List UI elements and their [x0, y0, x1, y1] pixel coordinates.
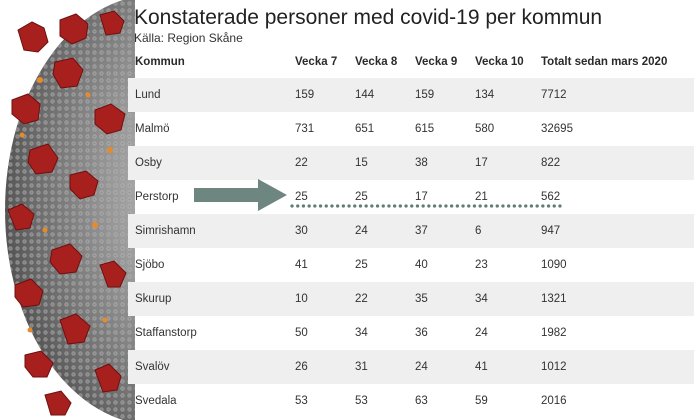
cell: 31 [355, 350, 415, 384]
cell: 35 [415, 282, 475, 316]
column-header: Totalt sedan mars 2020 [541, 56, 668, 68]
table-row: Osby 22 15 38 17 822 [128, 146, 694, 180]
column-header: Vecka 10 [475, 56, 524, 68]
cell-total: 1321 [541, 282, 694, 316]
cell-total: 947 [541, 214, 694, 248]
cell: 41 [295, 259, 308, 271]
cell-total: 822 [541, 146, 694, 180]
cell: 580 [475, 123, 495, 135]
cell: 53 [295, 395, 308, 407]
cell: 159 [295, 78, 355, 112]
cell: 38 [415, 146, 475, 180]
cell-kommun: Malmö [135, 123, 170, 135]
cell: 53 [355, 395, 368, 407]
cell: 144 [355, 78, 415, 112]
table-row: Svalöv 26 31 24 41 1012 [128, 350, 694, 384]
column-header: Vecka 8 [355, 56, 398, 68]
cell-total: 2016 [541, 395, 567, 407]
table-row: Staffanstorp 50 34 36 24 1982 [128, 316, 694, 350]
cell: 25 [355, 259, 368, 271]
table-row: Malmö 731 651 615 580 32695 [128, 112, 694, 146]
cell-kommun: Sjöbo [135, 259, 165, 271]
coronavirus-image [5, 0, 135, 420]
table-row: Perstorp 25 25 17 21 562 [128, 180, 694, 214]
cell: 6 [475, 214, 541, 248]
cell: 59 [475, 395, 488, 407]
covid-table: Kommun Vecka 7 Vecka 8 Vecka 9 Vecka 10 … [128, 46, 694, 418]
cell: 21 [475, 191, 488, 203]
cell: 22 [295, 146, 355, 180]
cell: 34 [475, 282, 541, 316]
cell-total: 1090 [541, 259, 567, 271]
table-header-row: Kommun Vecka 7 Vecka 8 Vecka 9 Vecka 10 … [128, 46, 694, 78]
cell: 651 [355, 123, 375, 135]
cell: 159 [415, 78, 475, 112]
cell-kommun: Staffanstorp [135, 327, 197, 339]
cell: 24 [415, 350, 475, 384]
cell: 134 [475, 78, 541, 112]
column-header: Vecka 9 [415, 56, 458, 68]
cell: 23 [475, 259, 488, 271]
cell-kommun: Svedala [135, 395, 177, 407]
column-header: Vecka 7 [295, 56, 338, 68]
cell: 17 [475, 146, 541, 180]
cell-kommun: Simrishamn [128, 214, 295, 248]
cell: 10 [295, 282, 355, 316]
cell: 24 [355, 214, 415, 248]
cell: 50 [295, 327, 308, 339]
cell: 615 [415, 123, 435, 135]
table-row: Svedala 53 53 63 59 2016 [128, 384, 694, 418]
cell: 36 [415, 327, 428, 339]
cell: 25 [355, 191, 368, 203]
cell: 25 [295, 191, 308, 203]
cell-total: 1012 [541, 350, 694, 384]
cell-kommun: Svalöv [128, 350, 295, 384]
cell-total: 1982 [541, 327, 567, 339]
cell-total: 32695 [541, 123, 573, 135]
cell: 22 [355, 282, 415, 316]
cell: 37 [415, 214, 475, 248]
cell: 24 [475, 327, 488, 339]
table-row: Simrishamn 30 24 37 6 947 [128, 214, 694, 248]
source-label: Källa: Region Skåne [134, 31, 243, 45]
cell: 34 [355, 327, 368, 339]
cell: 26 [295, 350, 355, 384]
cell: 15 [355, 146, 415, 180]
cell-kommun: Osby [128, 146, 295, 180]
cell-total: 562 [541, 191, 561, 203]
table-row: Sjöbo 41 25 40 23 1090 [128, 248, 694, 282]
cell-kommun: Skurup [128, 282, 295, 316]
cell: 40 [415, 259, 428, 271]
cell-kommun: Lund [128, 78, 295, 112]
cell: 41 [475, 350, 541, 384]
cell-total: 7712 [541, 78, 694, 112]
cell: 17 [415, 191, 428, 203]
column-header: Kommun [135, 56, 185, 68]
table-row: Lund 159 144 159 134 7712 [128, 78, 694, 112]
page-title: Konstaterade personer med covid-19 per k… [134, 6, 603, 29]
cell: 30 [295, 214, 355, 248]
cell: 63 [415, 395, 428, 407]
cell-kommun: Perstorp [135, 191, 179, 203]
table-row: Skurup 10 22 35 34 1321 [128, 282, 694, 316]
cell: 731 [295, 123, 315, 135]
